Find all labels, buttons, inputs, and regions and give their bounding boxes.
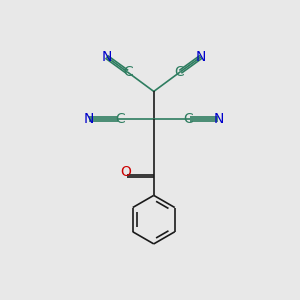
Text: N: N: [196, 50, 206, 64]
Text: C: C: [174, 65, 184, 79]
Text: C: C: [124, 65, 133, 79]
Text: O: O: [121, 165, 131, 179]
Text: N: N: [84, 112, 94, 126]
Text: N: N: [101, 50, 112, 64]
Text: N: N: [213, 112, 224, 126]
Text: C: C: [183, 112, 193, 126]
Text: C: C: [115, 112, 125, 126]
